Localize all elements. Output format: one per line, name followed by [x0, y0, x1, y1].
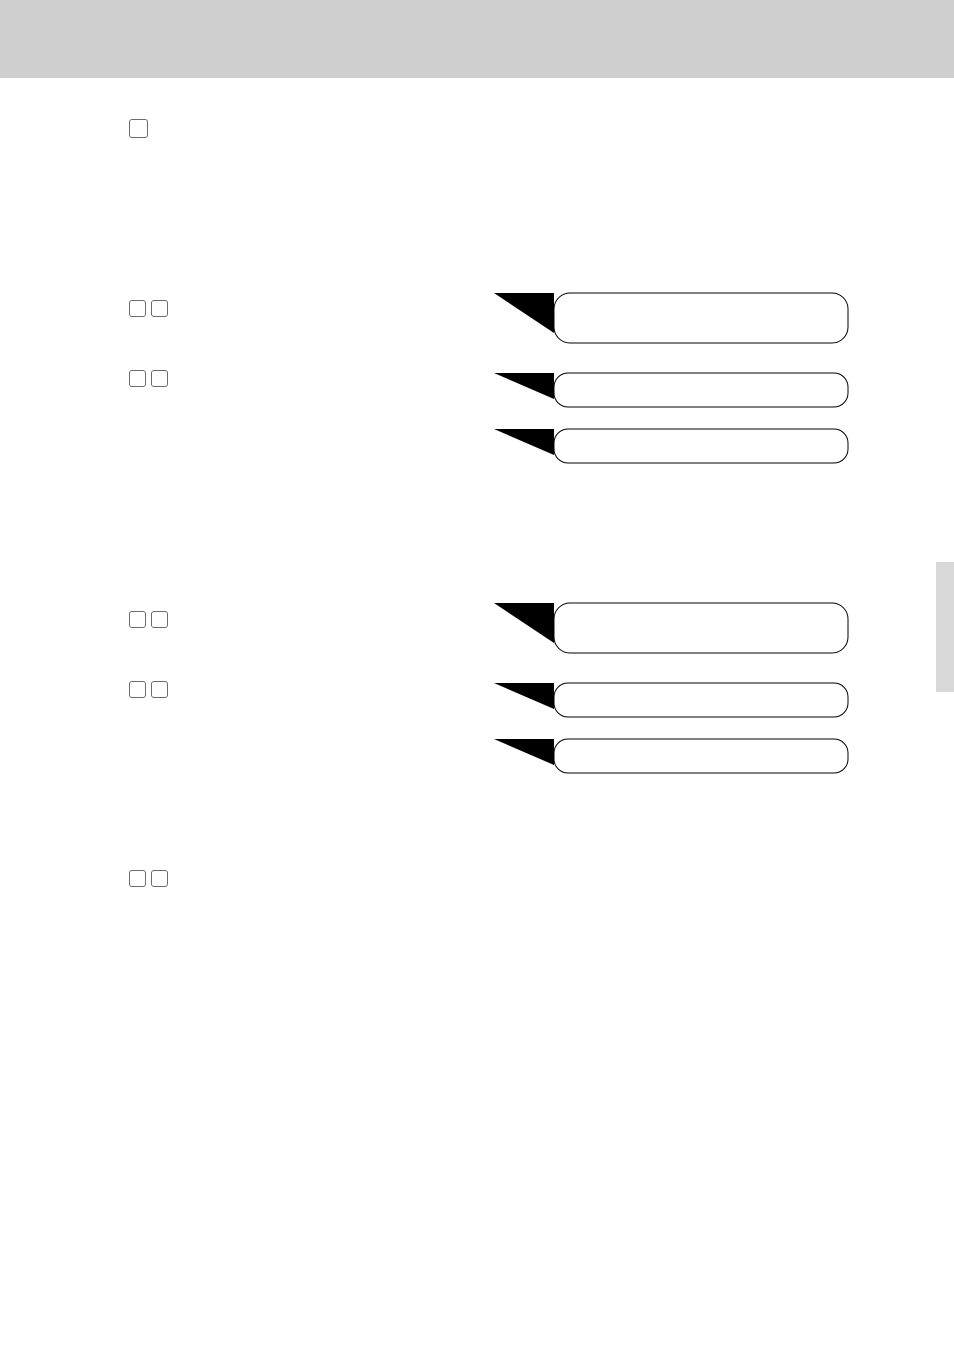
- side-tab: [936, 562, 954, 692]
- speech-balloon-g1-small-1: [492, 371, 852, 409]
- checkbox-pair4-left[interactable]: [129, 681, 146, 698]
- header-band: [0, 0, 954, 78]
- checkbox-pair1-right[interactable]: [151, 300, 168, 317]
- checkbox-single-top[interactable]: [129, 119, 148, 138]
- checkbox-pair5-right[interactable]: [151, 870, 168, 887]
- checkbox-pair2-left[interactable]: [129, 370, 146, 387]
- speech-balloon-g1-big: [492, 291, 852, 345]
- checkbox-pair5-left[interactable]: [129, 870, 146, 887]
- checkbox-pair4-right[interactable]: [151, 681, 168, 698]
- speech-balloon-g1-small-2: [492, 427, 852, 465]
- checkbox-pair3-left[interactable]: [129, 611, 146, 628]
- checkbox-pair1-left[interactable]: [129, 300, 146, 317]
- speech-balloon-g2-big: [492, 601, 852, 655]
- speech-balloon-g2-small-1: [492, 681, 852, 719]
- checkbox-pair2-right[interactable]: [151, 370, 168, 387]
- speech-balloon-g2-small-2: [492, 737, 852, 775]
- checkbox-pair3-right[interactable]: [151, 611, 168, 628]
